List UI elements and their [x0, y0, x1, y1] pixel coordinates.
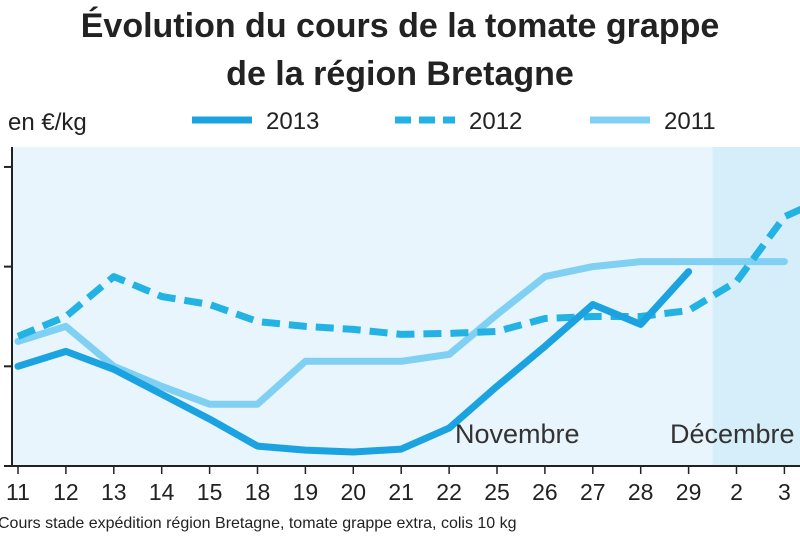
source-note: Cours stade expédition région Bretagne, … [0, 515, 517, 532]
x-tick-label: 21 [388, 479, 414, 505]
y-axis-unit-label: en €/kg [8, 109, 87, 136]
plot-background [12, 147, 800, 466]
x-tick-label: 15 [197, 479, 223, 505]
x-tick-label: 19 [293, 479, 319, 505]
month-label-december: Décembre [670, 419, 795, 449]
legend: 2013 2012 2011 [192, 108, 716, 135]
x-tick-label: 12 [53, 479, 79, 505]
x-tick-label: 11 [6, 479, 30, 505]
series-line-2013 [14, 268, 693, 456]
month-label-november: Novembre [455, 419, 580, 449]
x-tick-label: 22 [436, 479, 462, 505]
series-line-2012 [16, 205, 800, 340]
x-tick-label: 13 [101, 479, 127, 505]
x-tick-label: 26 [532, 479, 558, 505]
chart-title-line-1: Évolution du cours de la tomate grappe [80, 7, 720, 45]
chart-title-line-2: de la région Bretagne [226, 55, 574, 93]
series-line-2011 [14, 258, 788, 408]
series-layer [14, 205, 800, 456]
x-tick-label: 3 [778, 479, 791, 505]
axes [4, 147, 800, 474]
legend-label-2011: 2011 [664, 108, 716, 135]
chart-title: Évolution du cours de la tomate grappe d… [0, 2, 800, 98]
x-tick-label: 20 [341, 479, 367, 505]
x-tick-label: 2 [730, 479, 743, 505]
legend-label-2012: 2012 [469, 108, 522, 135]
x-tick-label: 18 [245, 479, 271, 505]
legend-label-2013: 2013 [266, 108, 319, 135]
december-background [712, 147, 800, 466]
x-tick-label: 29 [676, 479, 702, 505]
x-tick-label: 28 [628, 479, 654, 505]
x-tick-label: 14 [149, 479, 175, 505]
x-tick-label: 27 [580, 479, 606, 505]
tick-labels: 1112131415181920212225262728292345 [6, 479, 791, 505]
x-tick-label: 25 [484, 479, 510, 505]
